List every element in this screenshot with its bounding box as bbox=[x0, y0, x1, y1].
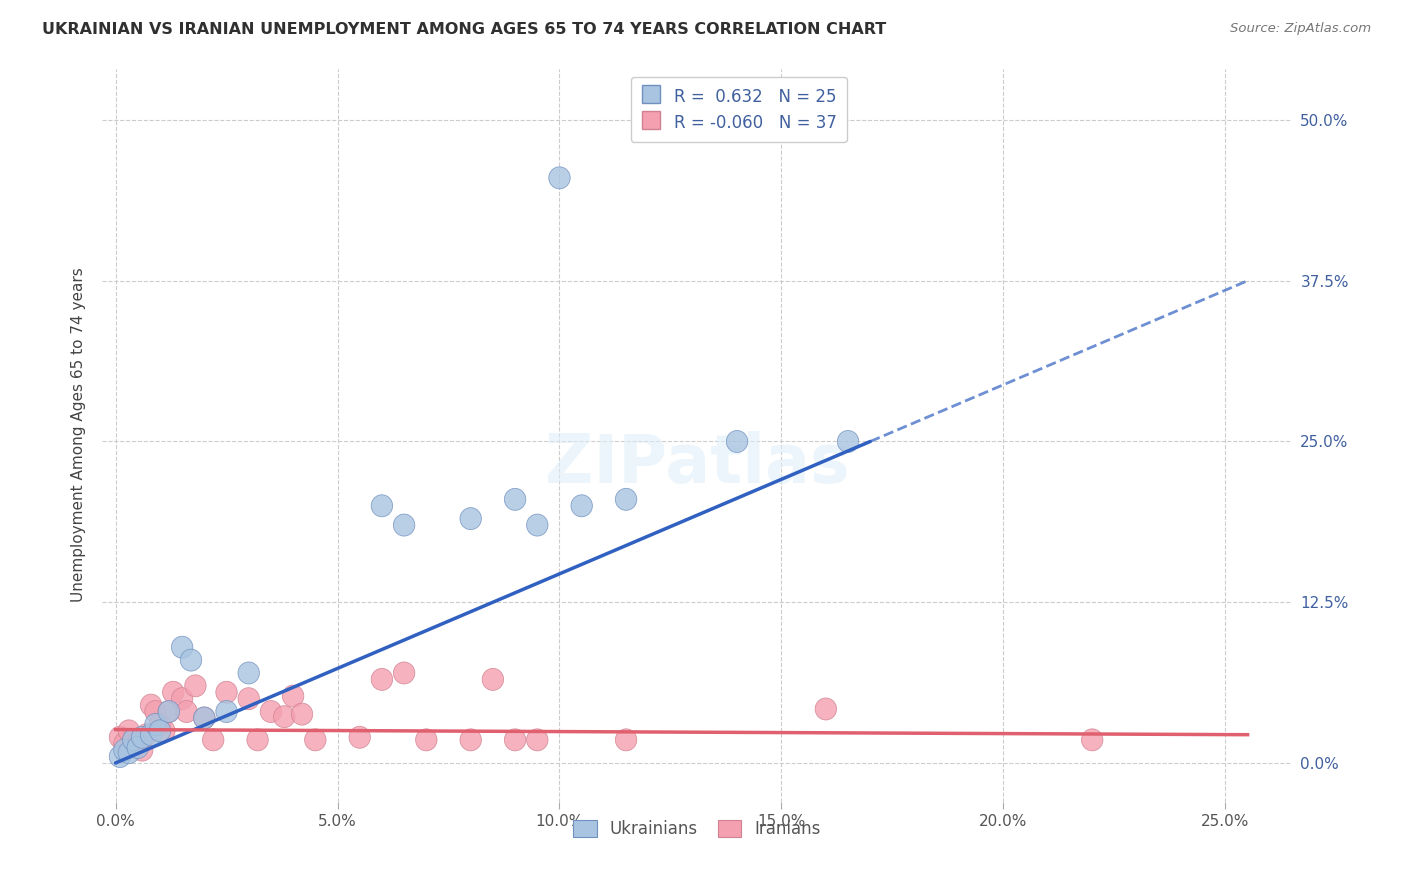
Ellipse shape bbox=[215, 681, 238, 703]
Ellipse shape bbox=[283, 685, 304, 707]
Ellipse shape bbox=[153, 720, 176, 742]
Ellipse shape bbox=[157, 700, 180, 723]
Ellipse shape bbox=[131, 739, 153, 761]
Ellipse shape bbox=[505, 729, 526, 751]
Ellipse shape bbox=[157, 700, 180, 723]
Ellipse shape bbox=[127, 732, 149, 755]
Ellipse shape bbox=[149, 720, 170, 742]
Ellipse shape bbox=[145, 714, 166, 735]
Ellipse shape bbox=[238, 662, 260, 684]
Ellipse shape bbox=[110, 726, 131, 748]
Ellipse shape bbox=[122, 729, 143, 751]
Ellipse shape bbox=[118, 720, 139, 742]
Ellipse shape bbox=[1081, 729, 1102, 751]
Ellipse shape bbox=[114, 739, 135, 761]
Ellipse shape bbox=[122, 729, 143, 751]
Ellipse shape bbox=[145, 700, 166, 723]
Ellipse shape bbox=[118, 742, 139, 764]
Ellipse shape bbox=[371, 495, 392, 516]
Ellipse shape bbox=[371, 668, 392, 690]
Ellipse shape bbox=[184, 675, 207, 697]
Ellipse shape bbox=[616, 488, 637, 510]
Ellipse shape bbox=[247, 729, 269, 751]
Ellipse shape bbox=[460, 729, 481, 751]
Ellipse shape bbox=[141, 694, 162, 716]
Ellipse shape bbox=[548, 167, 571, 189]
Ellipse shape bbox=[616, 729, 637, 751]
Ellipse shape bbox=[114, 732, 135, 755]
Ellipse shape bbox=[838, 431, 859, 452]
Ellipse shape bbox=[141, 723, 162, 746]
Ellipse shape bbox=[815, 698, 837, 720]
Ellipse shape bbox=[238, 688, 260, 710]
Y-axis label: Unemployment Among Ages 65 to 74 years: Unemployment Among Ages 65 to 74 years bbox=[72, 268, 86, 602]
Ellipse shape bbox=[274, 706, 295, 728]
Ellipse shape bbox=[527, 514, 548, 536]
Ellipse shape bbox=[163, 681, 184, 703]
Ellipse shape bbox=[172, 688, 193, 710]
Ellipse shape bbox=[149, 714, 170, 735]
Ellipse shape bbox=[727, 431, 748, 452]
Text: ZIPatlas: ZIPatlas bbox=[544, 432, 849, 498]
Ellipse shape bbox=[416, 729, 437, 751]
Text: UKRAINIAN VS IRANIAN UNEMPLOYMENT AMONG AGES 65 TO 74 YEARS CORRELATION CHART: UKRAINIAN VS IRANIAN UNEMPLOYMENT AMONG … bbox=[42, 22, 886, 37]
Ellipse shape bbox=[127, 737, 149, 758]
Ellipse shape bbox=[394, 662, 415, 684]
Text: Source: ZipAtlas.com: Source: ZipAtlas.com bbox=[1230, 22, 1371, 36]
Ellipse shape bbox=[482, 668, 503, 690]
Ellipse shape bbox=[136, 723, 157, 746]
Ellipse shape bbox=[176, 700, 197, 723]
Ellipse shape bbox=[527, 729, 548, 751]
Ellipse shape bbox=[172, 636, 193, 658]
Ellipse shape bbox=[571, 495, 592, 516]
Ellipse shape bbox=[215, 700, 238, 723]
Ellipse shape bbox=[291, 703, 312, 725]
Ellipse shape bbox=[505, 488, 526, 510]
Legend: Ukrainians, Iranians: Ukrainians, Iranians bbox=[567, 813, 828, 845]
Ellipse shape bbox=[110, 746, 131, 767]
Ellipse shape bbox=[349, 726, 370, 748]
Ellipse shape bbox=[202, 729, 224, 751]
Ellipse shape bbox=[460, 508, 481, 530]
Ellipse shape bbox=[260, 700, 281, 723]
Ellipse shape bbox=[131, 726, 153, 748]
Ellipse shape bbox=[180, 649, 201, 671]
Ellipse shape bbox=[305, 729, 326, 751]
Ellipse shape bbox=[194, 707, 215, 729]
Ellipse shape bbox=[394, 514, 415, 536]
Ellipse shape bbox=[194, 707, 215, 729]
